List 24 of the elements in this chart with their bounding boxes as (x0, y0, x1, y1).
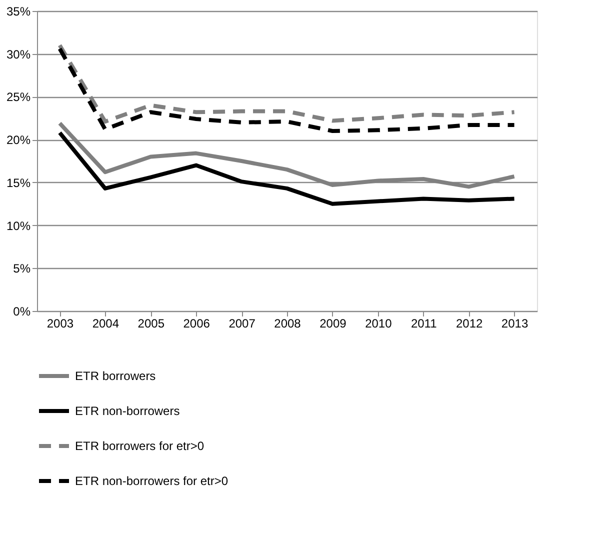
y-tick-label: 5% (13, 262, 31, 276)
x-tick-label: 2008 (274, 316, 302, 330)
x-tick-label: 2011 (410, 316, 438, 330)
x-tick-label: 2003 (46, 316, 74, 330)
legend-label: ETR borrowers (75, 369, 156, 383)
x-tick-label: 2013 (501, 316, 528, 330)
y-tick-label: 25% (6, 90, 31, 104)
y-tick-label: 15% (6, 176, 31, 190)
x-tick-label: 2006 (183, 316, 210, 330)
x-tick-label: 2005 (138, 316, 165, 330)
legend-label: ETR non-borrowers (75, 404, 180, 418)
legend-label: ETR borrowers for etr>0 (75, 439, 204, 453)
y-tick-label: 0% (13, 304, 31, 318)
y-tick-label: 35% (6, 4, 31, 18)
y-tick-label: 30% (6, 47, 31, 62)
x-tick-label: 2010 (365, 316, 392, 330)
x-tick-label: 2009 (320, 316, 347, 330)
line-series (58, 130, 516, 206)
x-tick-label: 2004 (92, 316, 120, 330)
legend-label: ETR non-borrowers for etr>0 (75, 474, 228, 488)
y-tick-label: 20% (6, 133, 31, 148)
y-tick-label: 10% (6, 218, 31, 233)
x-tick-label: 2007 (228, 316, 256, 330)
x-tick-label: 2012 (456, 316, 483, 330)
